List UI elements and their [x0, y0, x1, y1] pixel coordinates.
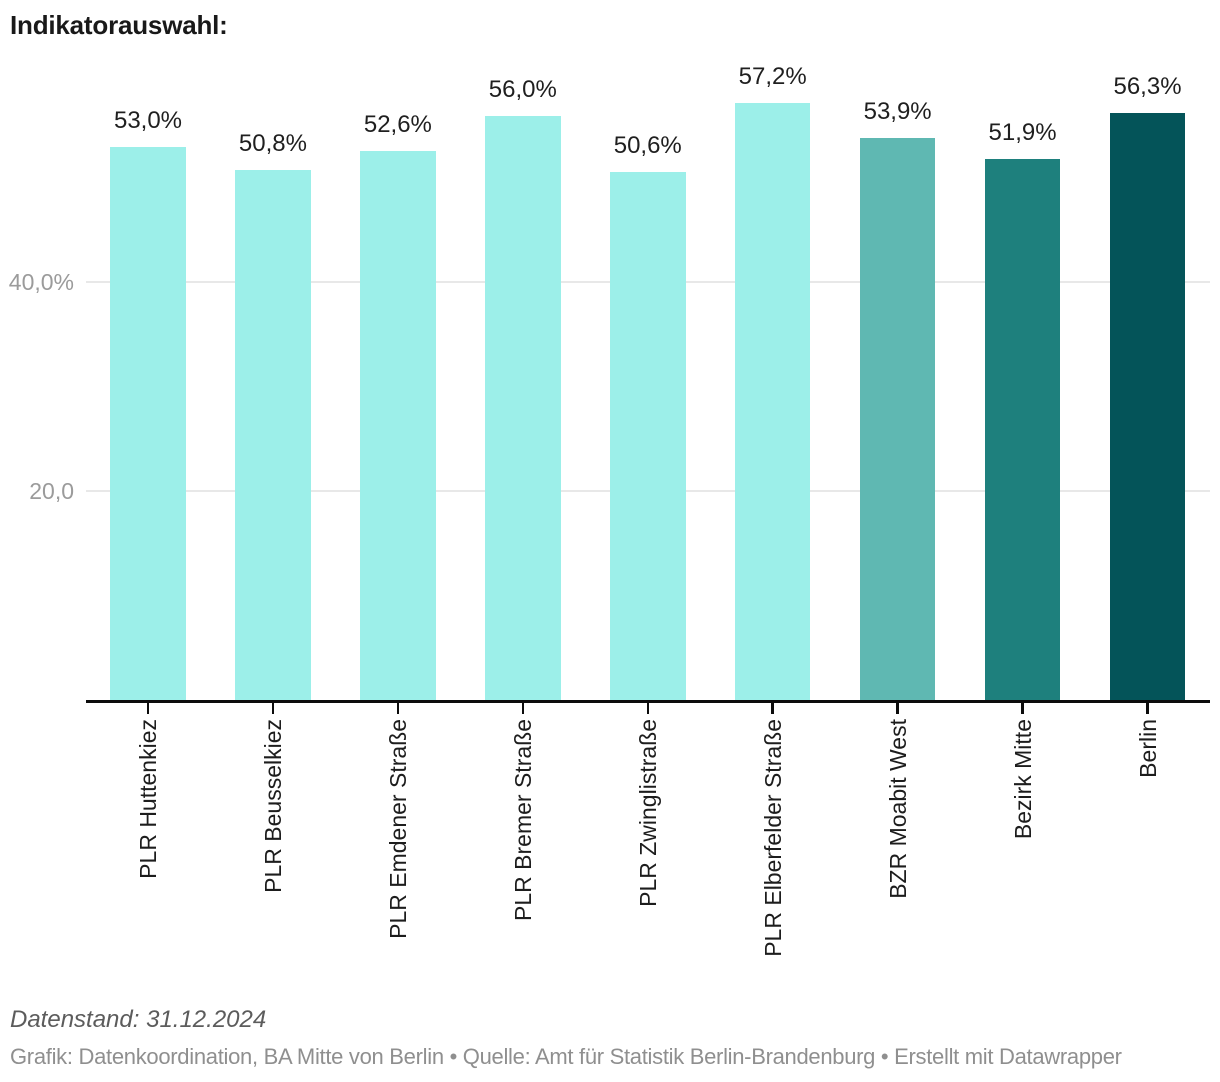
- bar: [859, 137, 936, 701]
- bar-value-label: 56,0%: [488, 75, 557, 103]
- x-axis-tick: [396, 703, 400, 714]
- bar: [235, 170, 311, 701]
- x-axis-tick-label: PLR Elberfelder Straße: [759, 719, 786, 957]
- x-axis-tick: [1021, 703, 1024, 714]
- bar-value-label: 53,0%: [113, 107, 183, 135]
- x-axis-tick: [521, 703, 525, 714]
- bar: [610, 172, 686, 701]
- bar-value-label: 57,2%: [738, 63, 807, 91]
- chart-title: Indikatorauswahl:: [10, 10, 228, 40]
- y-axis-tick-label: 40,0%: [8, 269, 74, 295]
- bar: [110, 147, 186, 701]
- x-axis-tick-label: PLR Bremer Straße: [509, 719, 536, 921]
- bar: [984, 158, 1061, 701]
- x-axis-tick: [771, 703, 774, 714]
- bar: [1109, 112, 1186, 701]
- x-axis-tick: [146, 703, 150, 714]
- y-axis-tick-label: 20,0: [29, 478, 74, 504]
- x-axis-tick-label: BZR Moabit West: [884, 719, 911, 899]
- bar-value-label: 52,6%: [363, 111, 432, 139]
- bar: [734, 103, 811, 701]
- bar: [485, 115, 561, 701]
- bar-value-label: 50,6%: [613, 132, 682, 160]
- bar-value-label: 56,3%: [1113, 72, 1182, 100]
- bar-value-label: 51,9%: [988, 118, 1057, 146]
- x-axis-tick: [1146, 703, 1149, 714]
- x-axis-tick-label: PLR Zwinglistraße: [634, 719, 661, 907]
- x-axis-tick: [646, 703, 649, 714]
- footer-note: Datenstand: 31.12.2024: [10, 1006, 267, 1033]
- bar: [360, 151, 436, 701]
- footer-credits: Grafik: Datenkoordination, BA Mitte von …: [10, 1044, 1122, 1069]
- x-axis-tick-label: PLR Beusselkiez: [259, 719, 286, 893]
- x-axis-line: [86, 700, 1210, 703]
- x-axis-tick: [896, 703, 899, 714]
- bar-value-label: 50,8%: [238, 130, 307, 158]
- bar-value-label: 53,9%: [863, 97, 932, 125]
- x-axis-tick-label: Bezirk Mitte: [1009, 719, 1036, 840]
- x-axis-tick-label: PLR Emdener Straße: [384, 719, 411, 939]
- x-axis-tick: [271, 703, 275, 714]
- x-axis-tick-label: Berlin: [1134, 719, 1161, 778]
- x-axis-tick-label: PLR Huttenkiez: [135, 719, 161, 879]
